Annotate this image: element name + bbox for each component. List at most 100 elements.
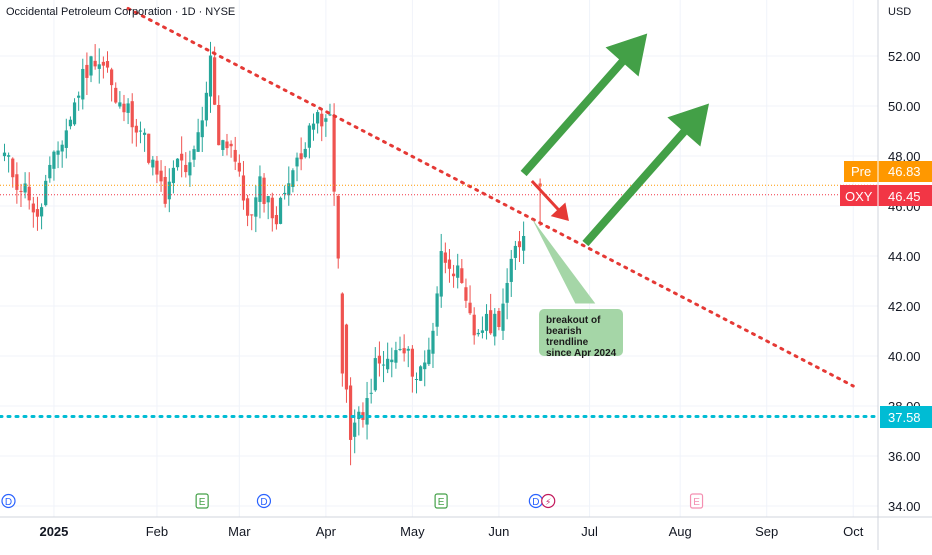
candle-body [324,118,328,122]
candle-body [110,69,114,86]
candle [200,106,204,152]
candle [35,196,40,231]
up-arrow-green [582,103,710,247]
y-tick-label: 50.00 [888,99,921,114]
candle [278,196,283,225]
candle [501,288,505,340]
dividend-icon [1,493,16,509]
event-marker-dividend: D [256,493,272,509]
candle-body [192,149,196,160]
dividend-icon [256,493,272,509]
candle-body [31,203,35,213]
candle-body [52,151,56,169]
candle-body [262,177,266,204]
candle-body [278,197,283,224]
candle [184,152,188,178]
x-tick-label: Oct [843,524,864,539]
y-axis-labels: 34.0036.0038.0040.0042.0044.0048.0050.00… [888,49,921,514]
candle [237,154,241,177]
candle [147,133,151,165]
chart-title: Occidental Petroleum Corporation · 1D · … [6,6,236,18]
candle [245,194,250,227]
candle-body [295,157,299,167]
candle-body [101,61,105,66]
event-markers: D E D E D ⚡ E [1,493,704,509]
candle [208,41,213,113]
candle-body [233,149,237,162]
candle [419,365,423,382]
candle [171,160,176,194]
candle-body [11,158,15,178]
candle-body [122,103,126,113]
candle [348,377,353,466]
x-tick-label: Sep [755,524,778,539]
candle-body [188,162,192,176]
candle-body [398,348,402,350]
candle-body [151,159,155,168]
candle [52,150,56,181]
candle [435,286,439,336]
candle-body [443,252,447,263]
event-marker-dividend: D [528,493,543,509]
candle-body [320,113,324,127]
candle [81,58,85,110]
candle-body [142,132,147,135]
candle-body [517,241,522,248]
candle-body [155,160,159,175]
candle-body [435,293,439,327]
candle-body [134,125,138,133]
x-axis-labels: 2025 Feb Mar Apr May Jun Jul Aug Sep Oct [39,524,863,539]
candle-body [19,190,23,192]
earnings-icon [689,493,704,509]
y-tick-label: 34.00 [888,499,921,514]
candle [381,351,386,383]
candle [250,214,254,231]
candle-body [456,265,460,278]
grid-lines [0,0,878,517]
candle-body [493,313,497,337]
candle [513,240,517,270]
candle [522,221,526,264]
candle-body [196,132,200,152]
candle [159,160,163,192]
candle [56,141,60,169]
candle [344,323,349,403]
candle [423,350,427,387]
candle-body [307,125,311,148]
y-tick-label: 48.00 [888,149,921,164]
candle-body [48,164,52,179]
candle [464,278,468,308]
candle [402,334,406,362]
candle-body [377,355,382,364]
candle-body [303,148,307,158]
candle-body [245,198,250,216]
candle-body [254,197,258,217]
candle [497,307,501,331]
candle-body [39,207,44,217]
candle-body [451,273,456,277]
candle [398,336,402,352]
candle-body [501,303,505,331]
candle [229,140,233,158]
candle [126,98,130,125]
y-tick-label: 40.00 [888,349,921,364]
candle [114,82,118,104]
candle [97,48,101,84]
candle-body [241,175,246,201]
candle-body [390,359,394,363]
dividend-label: D [260,497,267,508]
candles [2,41,542,466]
candle [328,103,332,117]
candle [480,316,485,339]
candle [163,165,167,208]
candle-body [283,192,287,195]
candle-body [171,167,176,184]
candle [357,406,361,436]
candle [11,157,15,188]
candle-body [340,293,344,374]
earnings-label: E [693,497,700,508]
candle [72,98,77,126]
candle [27,172,31,210]
